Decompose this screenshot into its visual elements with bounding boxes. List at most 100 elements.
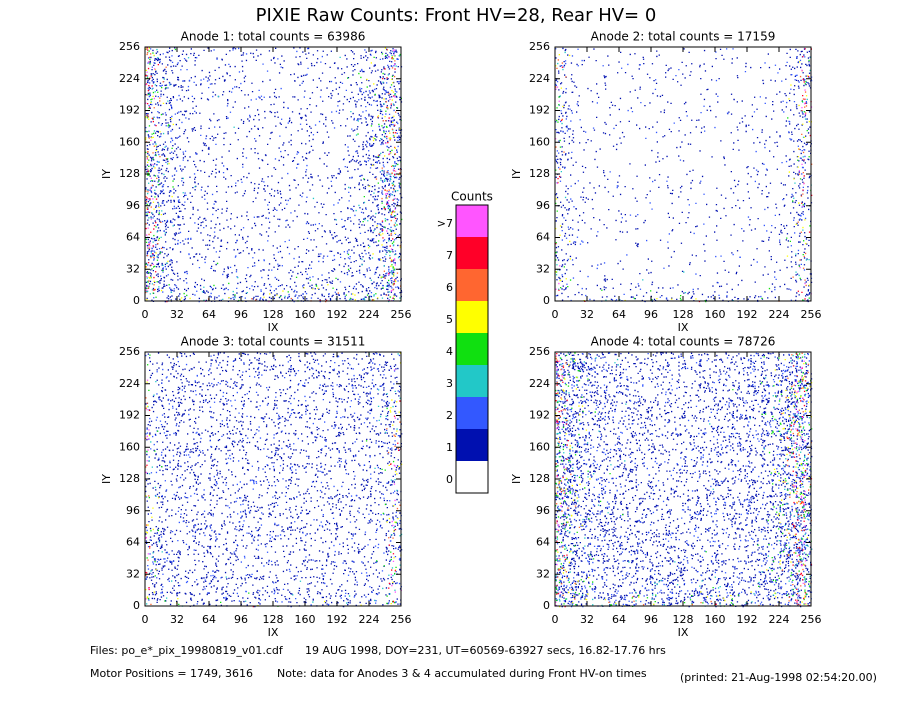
y-tick-label: 192 [529, 104, 550, 117]
x-axis-label: IX [678, 321, 689, 334]
x-tick-label: 192 [327, 308, 348, 321]
x-tick-label: 160 [295, 308, 316, 321]
panel: Anode 3: total counts = 31511 IX IY 0 32 64 96… [100, 335, 412, 640]
y-tick-label: 160 [529, 135, 550, 148]
colorbar-swatch [456, 237, 488, 269]
y-tick-label: 192 [119, 104, 140, 117]
y-axis-label: IY [100, 474, 113, 484]
x-tick-label: 192 [327, 613, 348, 626]
y-tick-label: 0 [543, 599, 550, 612]
count-image [555, 69, 813, 295]
colorbar-label: 7 [446, 249, 453, 262]
colorbar-swatch [456, 365, 488, 397]
x-tick-label: 0 [552, 613, 559, 626]
count-image [555, 54, 812, 302]
figure-title: PIXIE Raw Counts: Front HV=28, Rear HV= … [256, 5, 657, 26]
count-image [555, 352, 813, 608]
x-tick-label: 64 [202, 308, 216, 321]
x-tick-label: 96 [644, 308, 658, 321]
x-axis-label: IX [268, 626, 279, 639]
x-tick-label: 32 [580, 308, 594, 321]
x-tick-label: 160 [295, 613, 316, 626]
x-tick-label: 32 [170, 308, 184, 321]
x-tick-label: 128 [263, 308, 284, 321]
x-tick-label: 64 [612, 308, 626, 321]
y-tick-label: 64 [536, 231, 550, 244]
y-tick-label: 192 [119, 409, 140, 422]
y-tick-label: 96 [126, 199, 140, 212]
x-tick-label: 64 [202, 613, 216, 626]
x-tick-label: 128 [263, 613, 284, 626]
x-tick-label: 224 [769, 613, 790, 626]
y-tick-label: 160 [119, 135, 140, 148]
y-tick-label: 96 [126, 504, 140, 517]
x-axis-label: IX [678, 626, 689, 639]
y-axis-label: IY [510, 474, 523, 484]
y-tick-label: 32 [536, 567, 550, 580]
x-tick-label: 160 [705, 613, 726, 626]
count-image [145, 47, 403, 303]
colorbar-label: 5 [446, 313, 453, 326]
count-image [145, 352, 403, 608]
x-tick-label: 96 [234, 613, 248, 626]
colorbar-label: 0 [446, 473, 453, 486]
y-tick-label: 224 [119, 72, 140, 85]
footer-files: Files: po_e*_pix_19980819_v01.cdf [90, 644, 284, 657]
count-image [145, 47, 401, 302]
colorbar-swatch [456, 269, 488, 301]
count-image [145, 48, 403, 302]
x-tick-label: 256 [391, 308, 412, 321]
y-tick-label: 32 [536, 262, 550, 275]
y-tick-label: 128 [119, 472, 140, 485]
y-tick-label: 256 [119, 345, 140, 358]
y-tick-label: 64 [126, 536, 140, 549]
x-tick-label: 0 [142, 613, 149, 626]
colorbar-swatch [456, 301, 488, 333]
y-tick-label: 32 [126, 567, 140, 580]
y-axis-label: IY [510, 169, 523, 179]
y-tick-label: 96 [536, 504, 550, 517]
x-tick-label: 256 [801, 613, 822, 626]
plot-frame [144, 46, 402, 302]
x-tick-label: 96 [234, 308, 248, 321]
count-image [555, 352, 813, 608]
colorbar-swatch [456, 333, 488, 365]
x-tick-label: 224 [769, 308, 790, 321]
panel-title: Anode 3: total counts = 31511 [181, 335, 366, 349]
panel: Anode 2: total counts = 17159 IX IY 0 32 64 96… [510, 30, 822, 335]
x-tick-label: 32 [170, 613, 184, 626]
y-tick-label: 160 [119, 440, 140, 453]
x-tick-label: 224 [359, 308, 380, 321]
y-tick-label: 64 [536, 536, 550, 549]
y-tick-label: 256 [529, 40, 550, 53]
colorbar-swatch [456, 205, 488, 237]
colorbar-label: 4 [446, 345, 453, 358]
x-tick-label: 256 [391, 613, 412, 626]
x-tick-label: 64 [612, 613, 626, 626]
colorbar-label: >7 [437, 217, 453, 230]
colorbar-frame [455, 204, 489, 494]
count-image [555, 59, 813, 302]
count-image [146, 354, 397, 607]
count-image [146, 353, 403, 607]
y-tick-label: 128 [529, 472, 550, 485]
panel: Anode 4: total counts = 78726 IX IY 0 32 64 96… [510, 335, 822, 640]
x-tick-label: 192 [737, 308, 758, 321]
y-tick-label: 128 [119, 167, 140, 180]
y-tick-label: 96 [536, 199, 550, 212]
y-tick-label: 0 [133, 599, 140, 612]
count-image [555, 59, 812, 303]
footer-note: Note: data for Anodes 3 & 4 accumulated … [277, 667, 647, 680]
colorbar-swatch [456, 461, 488, 493]
x-tick-label: 256 [801, 308, 822, 321]
count-image [555, 51, 812, 302]
y-tick-label: 256 [119, 40, 140, 53]
y-tick-label: 0 [543, 294, 550, 307]
colorbar-swatch [456, 429, 488, 461]
x-tick-label: 160 [705, 308, 726, 321]
colorbar-label: 6 [446, 281, 453, 294]
count-image [145, 47, 397, 303]
y-tick-label: 224 [529, 377, 550, 390]
